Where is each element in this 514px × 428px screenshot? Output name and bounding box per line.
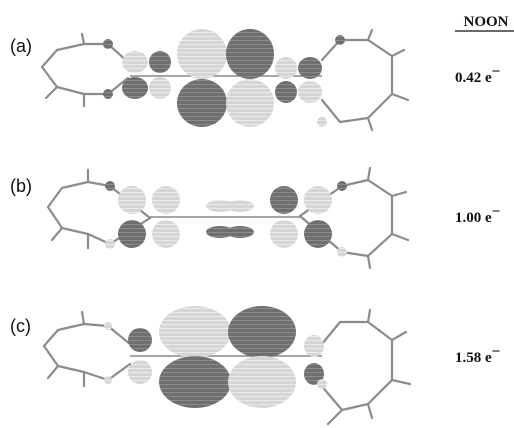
ligand-right-a: [320, 28, 410, 132]
noon-header: NOON: [464, 14, 509, 30]
noon-value-b: 1.00 e−: [455, 204, 500, 226]
ligand-right-c: [318, 308, 412, 426]
panel-label-b: (b): [10, 176, 32, 196]
ligand-left-c: [42, 310, 132, 388]
orbital-lobes-a: [103, 29, 345, 127]
panel-a: (a): [10, 28, 500, 132]
noon-value-a: 0.42 e−: [455, 64, 500, 86]
panel-label-c: (c): [10, 316, 31, 336]
panel-label-a: (a): [10, 36, 32, 56]
noon-value-c: 1.58 e−: [455, 344, 500, 366]
orbital-lobes-c: [104, 306, 327, 408]
ligand-right-b: [298, 166, 410, 270]
orbital-lobes-b: [105, 181, 347, 257]
panel-c: (c): [10, 306, 500, 426]
panel-b: (b): [10, 166, 500, 270]
ligand-left-a: [40, 32, 130, 108]
